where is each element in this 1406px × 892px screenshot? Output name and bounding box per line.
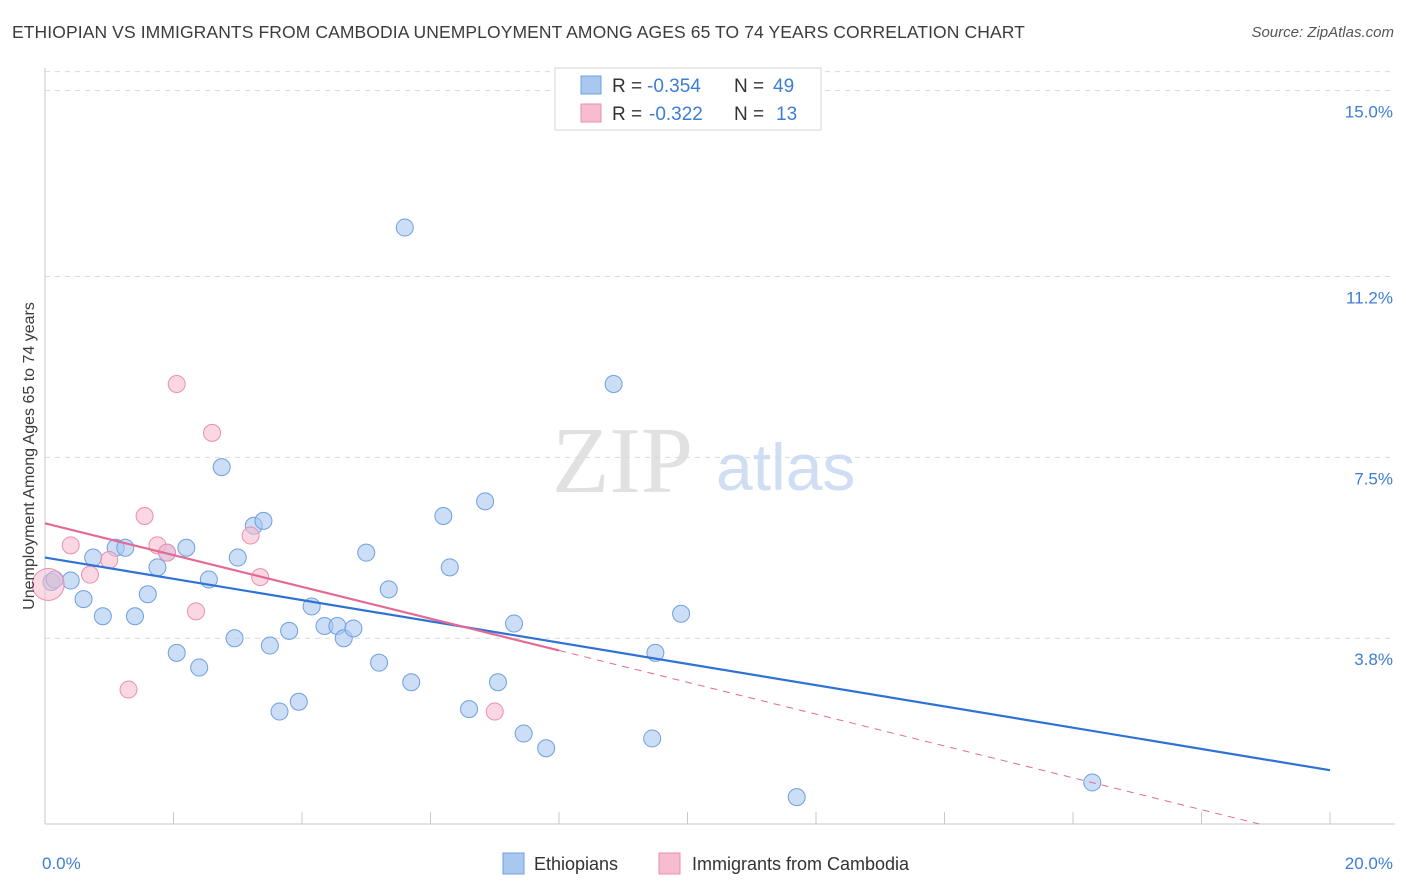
legend-r-label-2: R =: [612, 104, 642, 125]
point-ethiopians-28: [344, 619, 363, 638]
legend-n-label-2: N =: [734, 104, 764, 125]
legend-r-value-1: -0.354: [647, 76, 701, 97]
point-cambodia-8: [186, 602, 205, 621]
chart-source: Source: ZipAtlas.com: [1251, 24, 1394, 41]
series-legend: Ethiopians Immigrants from Cambodia: [502, 852, 910, 875]
chart-title: ETHIOPIAN VS IMMIGRANTS FROM CAMBODIA UN…: [12, 22, 1025, 42]
legend-r-value-2: -0.322: [649, 104, 703, 125]
series-legend-label-cambodia: Immigrants from Cambodia: [692, 854, 910, 874]
point-cambodia-3: [100, 551, 119, 569]
point-ethiopians-34: [434, 507, 453, 525]
point-ethiopians-17: [228, 548, 247, 567]
y-tick-label-3: 15.0%: [1345, 103, 1393, 122]
point-ethiopians-30: [370, 653, 389, 672]
trend-line-ethiopians-0: [44, 556, 1331, 772]
point-ethiopians-12: [177, 538, 196, 557]
point-ethiopians-11: [167, 643, 186, 662]
series-legend-swatch-cambodia: [658, 852, 681, 875]
watermark: ZIP atlas: [552, 409, 855, 513]
point-ethiopians-9: [148, 558, 167, 577]
point-ethiopians-41: [537, 739, 556, 758]
point-ethiopians-15: [212, 458, 231, 477]
point-ethiopians-29: [357, 543, 376, 562]
legend-n-value-2: 13: [776, 104, 797, 125]
point-cambodia-10: [119, 680, 138, 699]
y-axis-label: Unemployment Among Ages 65 to 74 years: [21, 302, 38, 610]
point-cambodia-2: [80, 565, 99, 584]
x-tick-label-0: 0.0%: [42, 854, 81, 873]
point-ethiopians-21: [270, 702, 289, 721]
legend-n-label-1: N =: [734, 76, 764, 97]
point-ethiopians-20: [260, 636, 279, 655]
point-ethiopians-16: [225, 629, 244, 648]
point-ethiopians-7: [125, 607, 144, 626]
series-legend-label-ethiopians: Ethiopians: [534, 854, 618, 874]
x-tick-label-1: 20.0%: [1345, 854, 1393, 873]
point-ethiopians-1: [61, 571, 80, 590]
point-ethiopians-45: [672, 604, 691, 623]
point-ethiopians-39: [505, 614, 524, 633]
trend-line-cambodia-2: [558, 649, 1260, 825]
y-tick-label-0: 3.8%: [1354, 650, 1393, 669]
point-cambodia-13: [485, 702, 504, 721]
point-ethiopians-4: [93, 607, 112, 626]
point-ethiopians-43: [643, 729, 662, 748]
watermark-zip: ZIP: [552, 409, 693, 513]
point-ethiopians-2: [74, 590, 93, 609]
point-cambodia-1: [61, 536, 80, 555]
point-ethiopians-42: [604, 375, 623, 393]
point-ethiopians-32: [395, 218, 414, 237]
point-ethiopians-22: [280, 621, 299, 640]
point-cambodia-11: [241, 526, 260, 545]
point-ethiopians-36: [460, 700, 479, 719]
legend-swatch-cambodia: [580, 103, 602, 123]
axis-layer: 3.8% 7.5% 11.2% 15.0% 0.0% 20.0%: [42, 68, 1395, 873]
point-cambodia-7: [167, 375, 186, 393]
point-ethiopians-13: [190, 658, 209, 677]
trend-lines: [44, 522, 1331, 825]
watermark-atlas: atlas: [716, 430, 855, 504]
legend-n-value-1: 49: [773, 76, 794, 97]
series-legend-swatch-ethiopians: [502, 852, 525, 875]
stats-legend: R = -0.354 N = 49 R = -0.322 N = 13: [554, 67, 822, 131]
y-tick-label-1: 7.5%: [1354, 469, 1393, 488]
point-cambodia-4: [135, 507, 154, 525]
point-ethiopians-8: [138, 585, 157, 604]
point-ethiopians-38: [488, 673, 507, 692]
point-ethiopians-23: [289, 692, 308, 711]
point-ethiopians-35: [440, 558, 459, 577]
trend-line-cambodia-1: [44, 522, 560, 652]
point-ethiopians-31: [379, 580, 398, 599]
point-ethiopians-46: [787, 788, 806, 807]
point-ethiopians-40: [514, 724, 533, 743]
y-tick-label-2: 11.2%: [1346, 288, 1393, 307]
grid-layer: [45, 71, 1395, 639]
point-cambodia-0: [31, 567, 65, 601]
point-cambodia-9: [203, 423, 222, 442]
legend-r-label-1: R =: [612, 76, 642, 97]
point-ethiopians-19: [254, 511, 273, 530]
point-ethiopians-33: [402, 673, 421, 692]
point-ethiopians-37: [476, 492, 495, 511]
legend-swatch-ethiopians: [580, 75, 602, 95]
